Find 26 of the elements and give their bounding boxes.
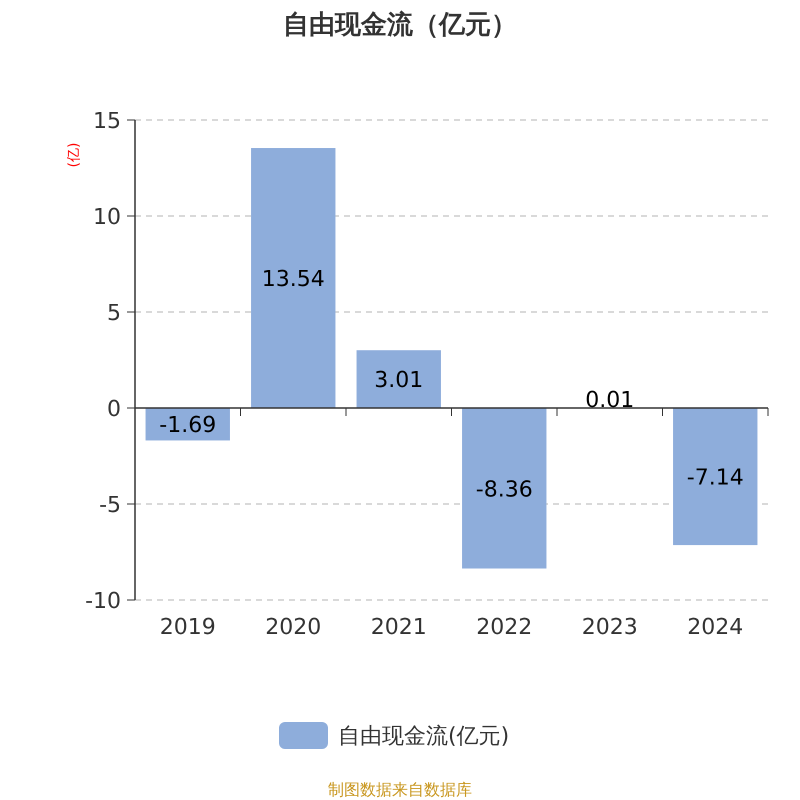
legend-label: 自由现金流(亿元) [338, 724, 510, 749]
x-tick-label: 2023 [582, 615, 638, 640]
bar [673, 408, 758, 546]
data-label: -8.36 [476, 477, 533, 502]
x-tick-label: 2020 [265, 615, 322, 640]
bar [251, 148, 336, 408]
y-tick-label: -10 [85, 589, 121, 614]
bar [356, 350, 441, 408]
data-label: 13.54 [262, 267, 325, 292]
x-tick-label: 2022 [476, 615, 532, 640]
data-label: 3.01 [374, 368, 424, 394]
x-tick-label: 2024 [687, 615, 744, 640]
data-label: 0.01 [585, 388, 634, 413]
y-axis-title: (亿) [66, 142, 82, 168]
chart-title: 自由现金流（亿元） [283, 10, 517, 40]
y-tick-label: 5 [107, 301, 121, 326]
data-label: -7.14 [686, 466, 744, 491]
text: 制图数据来自数据库 [328, 780, 472, 799]
y-tick-label: 10 [93, 205, 121, 230]
bar [462, 408, 546, 569]
y-tick-label: 15 [93, 109, 121, 134]
data-label: -1.69 [159, 413, 216, 438]
x-tick-label: 2019 [160, 615, 216, 640]
y-tick-label: -5 [99, 493, 121, 518]
y-tick-label: 0 [107, 397, 121, 422]
x-tick-label: 2021 [370, 615, 427, 640]
